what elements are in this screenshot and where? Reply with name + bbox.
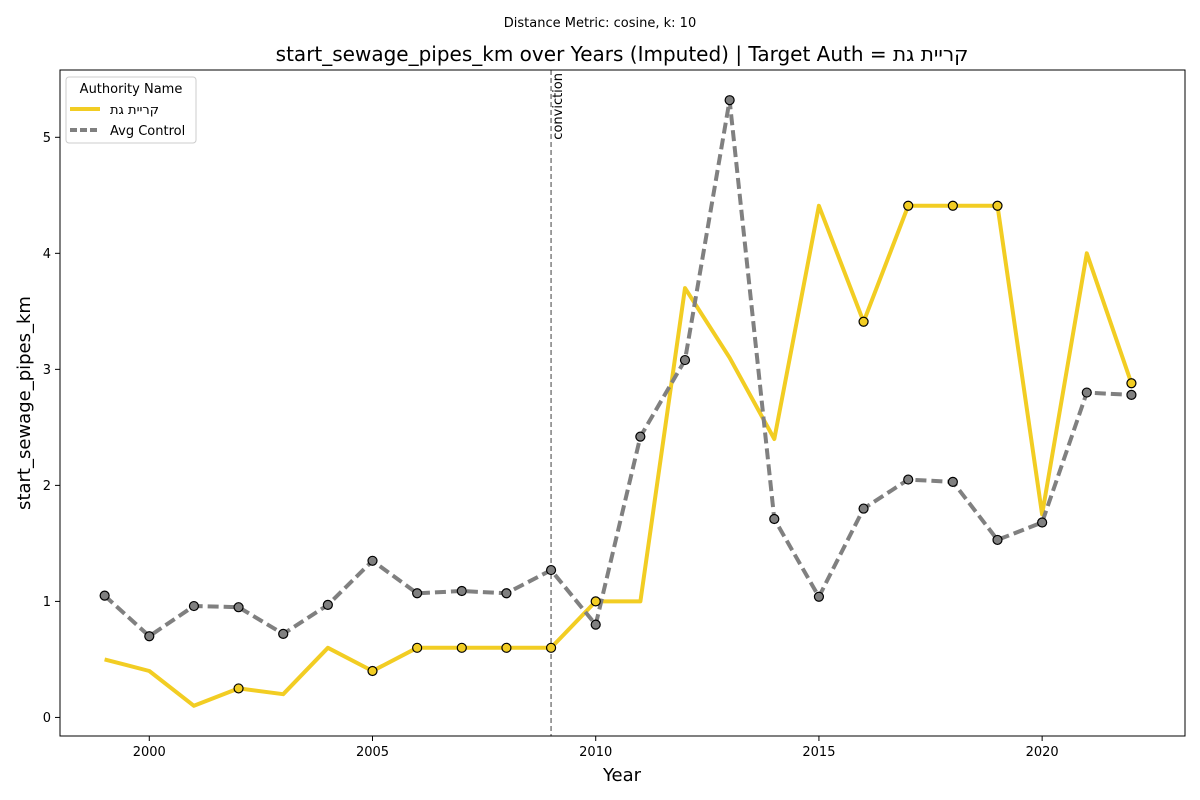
x-tick-label-2015: 2015 — [802, 745, 835, 760]
point-target-2005 — [367, 665, 378, 677]
point-control-2001 — [188, 600, 200, 612]
x-axis: 2000 2005 2010 2015 2020 — [133, 736, 1059, 760]
series-line-target — [104, 203, 1134, 708]
point-target-2009 — [545, 642, 557, 653]
point-target-2006 — [412, 642, 423, 653]
point-control-2017 — [903, 474, 914, 485]
y-tick-label-0: 0 — [43, 711, 51, 726]
plot-frame — [59, 69, 1186, 737]
point-control-2007 — [456, 585, 467, 597]
x-tick-label-2020: 2020 — [1026, 745, 1059, 760]
y-tick-label-5: 5 — [43, 131, 51, 146]
point-target-2016 — [858, 316, 869, 327]
point-control-2008 — [501, 588, 512, 599]
point-control-2003 — [278, 628, 289, 639]
point-control-2022 — [1126, 389, 1137, 400]
y-axis-label: start_sewage_pipes_km — [14, 296, 35, 510]
series-line-control — [103, 98, 1132, 639]
legend: Authority Name קריית גת Avg Control — [65, 76, 197, 144]
point-control-2006 — [412, 588, 423, 599]
point-control-2018 — [947, 476, 958, 487]
point-target-2019 — [992, 200, 1003, 211]
point-control-2009 — [545, 564, 557, 576]
y-tick-label-2: 2 — [43, 479, 51, 494]
x-tick-label-2000: 2000 — [133, 745, 166, 760]
point-control-2002 — [233, 602, 244, 613]
chart-title: start_sewage_pipes_km over Years (Impute… — [276, 42, 969, 66]
point-control-2021 — [1081, 387, 1092, 398]
point-control-2013 — [724, 95, 735, 106]
y-tick-label-1: 1 — [43, 595, 51, 610]
point-target-2010 — [590, 596, 601, 607]
point-target-2018 — [947, 200, 958, 211]
point-control-2020 — [1037, 517, 1048, 528]
point-control-2000 — [144, 631, 155, 642]
y-axis: 0 1 2 3 4 5 — [43, 131, 60, 726]
chart-suptitle: Distance Metric: cosine, k: 10 — [504, 16, 696, 31]
legend-box — [65, 76, 197, 144]
conviction-label: conviction — [551, 73, 566, 140]
y-tick-label-4: 4 — [43, 247, 51, 262]
point-target-2017 — [903, 200, 914, 211]
x-axis-label: Year — [602, 765, 642, 786]
x-tick-label-2005: 2005 — [356, 745, 389, 760]
y-tick-label-3: 3 — [43, 363, 51, 378]
legend-title: Authority Name — [80, 82, 183, 97]
point-target-2008 — [501, 642, 512, 653]
point-control-2019 — [992, 534, 1003, 546]
point-target-2007 — [456, 642, 467, 653]
plot-area: conviction — [99, 70, 1137, 736]
point-control-2016 — [858, 503, 869, 514]
point-target-2002 — [233, 683, 244, 694]
x-tick-label-2010: 2010 — [579, 745, 612, 760]
point-control-2014 — [769, 513, 780, 525]
point-control-2004 — [322, 599, 333, 610]
point-control-2015 — [813, 591, 825, 602]
legend-entry-target: קריית גת — [110, 103, 159, 118]
point-control-2010 — [590, 619, 601, 630]
point-control-2012 — [679, 354, 691, 366]
legend-entry-control: Avg Control — [110, 124, 185, 139]
point-target-2022 — [1126, 378, 1137, 389]
point-control-2011 — [635, 431, 646, 442]
point-control-2005 — [367, 555, 378, 566]
point-control-1999 — [99, 590, 110, 601]
